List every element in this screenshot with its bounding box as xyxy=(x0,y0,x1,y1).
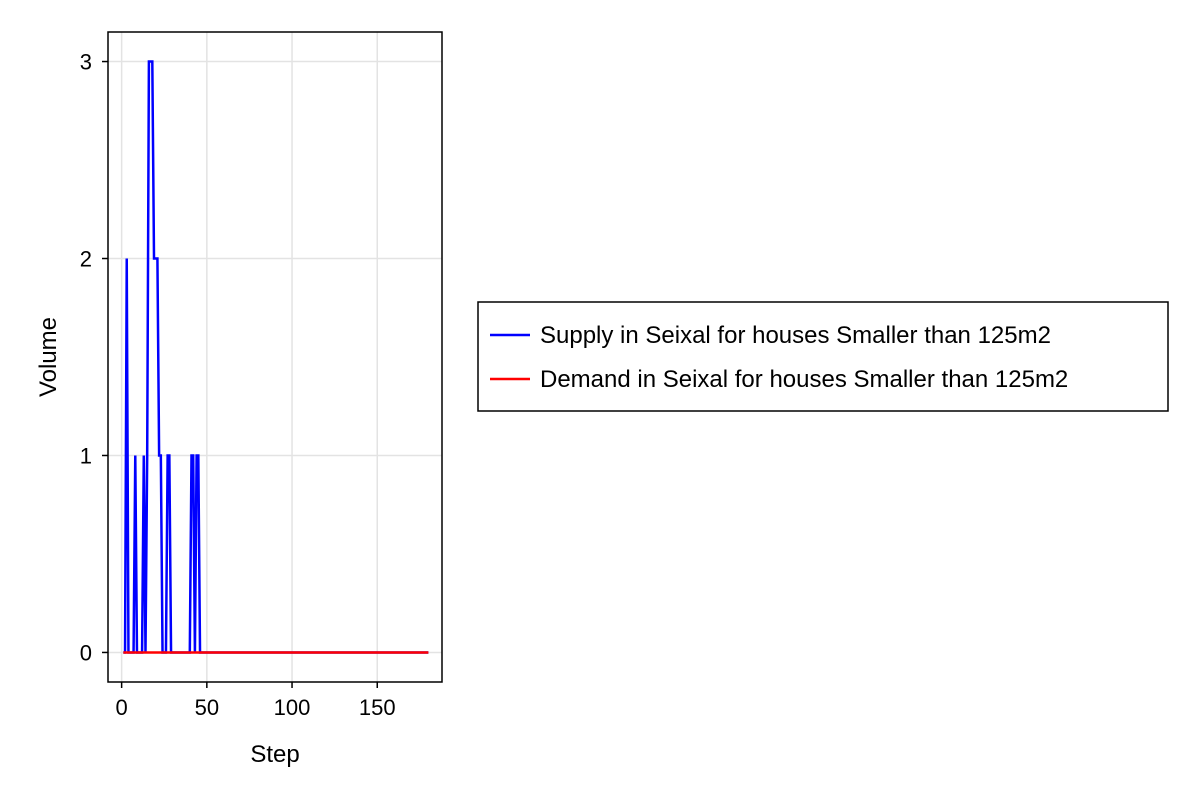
series-lines xyxy=(123,60,429,654)
x-tick-label: 150 xyxy=(359,695,396,720)
series-line-0 xyxy=(123,60,429,654)
legend-box xyxy=(477,301,1169,412)
x-axis-label: Step xyxy=(250,741,299,768)
y-tick-label: 2 xyxy=(80,247,92,272)
y-tick-label: 1 xyxy=(80,443,92,468)
y-tick-label: 0 xyxy=(80,640,92,665)
x-tick-label: 50 xyxy=(195,695,219,720)
axes: 0 50 100 150 0 1 2 3 xyxy=(80,50,396,720)
plot-frame xyxy=(107,31,443,683)
x-tick-label: 0 xyxy=(116,695,128,720)
legend-label-demand: Demand in Seixal for houses Smaller than… xyxy=(540,366,1068,393)
y-tick-label: 3 xyxy=(80,50,92,75)
x-tick-label: 100 xyxy=(274,695,311,720)
legend: Supply in Seixal for houses Smaller than… xyxy=(477,301,1169,412)
legend-label-supply: Supply in Seixal for houses Smaller than… xyxy=(540,322,1051,349)
y-axis-label: Volume xyxy=(35,317,62,397)
